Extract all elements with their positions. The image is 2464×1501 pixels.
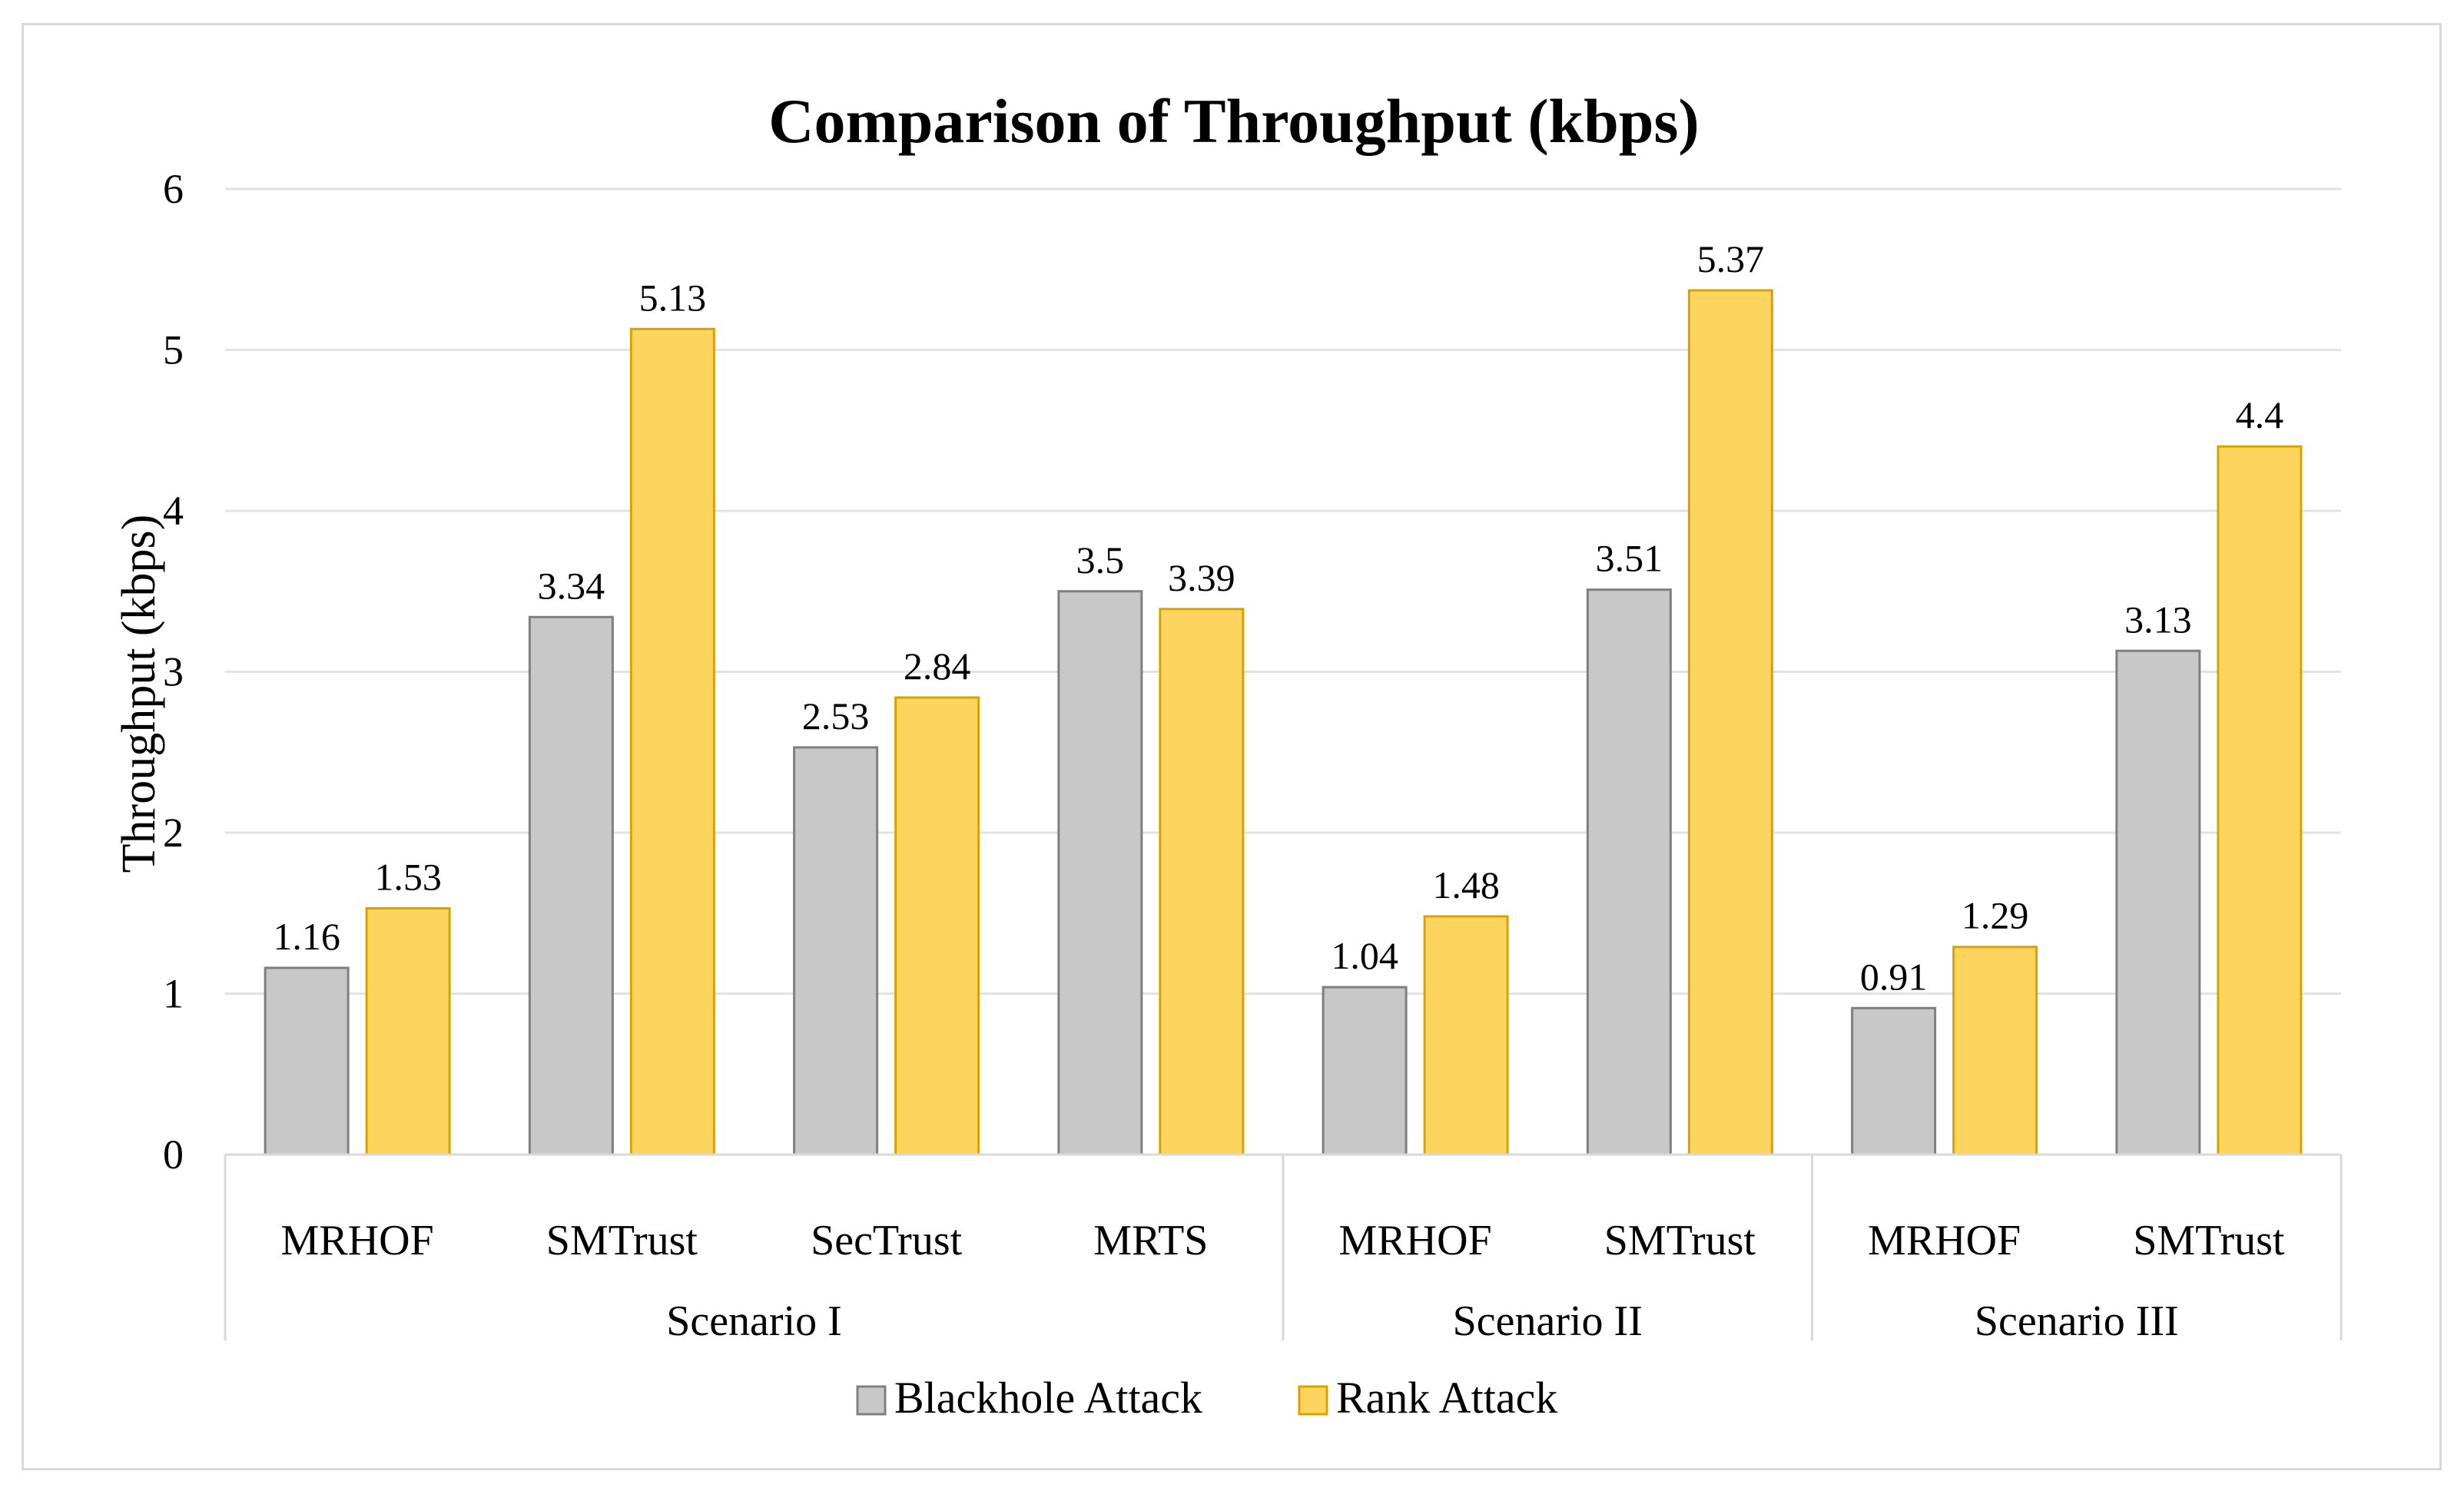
x-group-label: Scenario III <box>1975 1297 2179 1345</box>
bar-blackhole-6 <box>1851 1006 1937 1156</box>
data-label: 5.37 <box>1697 237 1765 280</box>
legend-swatch-rank <box>1298 1385 1328 1416</box>
x-category-label: SMTrust <box>2133 1217 2285 1264</box>
x-category-label: MRHOF <box>281 1217 434 1264</box>
data-label: 3.39 <box>1168 556 1235 599</box>
x-category-label: MRTS <box>1093 1217 1208 1264</box>
data-label: 3.34 <box>538 564 605 607</box>
legend-swatch-blackhole <box>856 1385 887 1416</box>
data-label: 3.13 <box>2124 598 2192 641</box>
x-axis: MRHOF SMTrust SecTrust MRTS MRHOF SMTrust MRHO… <box>224 1153 2343 1345</box>
data-label: 3.5 <box>1076 538 1125 582</box>
y-tick-label: 1 <box>163 971 184 1017</box>
bar-rank-4 <box>1423 915 1509 1156</box>
data-label: 2.53 <box>802 694 870 737</box>
y-tick-label: 6 <box>163 166 184 212</box>
bar-blackhole-2 <box>793 746 879 1156</box>
bar-blackhole-3 <box>1057 590 1143 1156</box>
x-category-label: SMTrust <box>546 1217 698 1264</box>
legend-label: Rank Attack <box>1336 1373 1557 1423</box>
x-category-label: SecTrust <box>811 1217 963 1264</box>
y-axis-ticks: 0 1 2 3 4 5 6 <box>163 166 184 1178</box>
y-tick-label: 2 <box>163 810 184 856</box>
y-tick-label: 5 <box>163 327 184 373</box>
legend: Blackhole Attack Rank Attack <box>856 1373 1557 1423</box>
bar-blackhole-0 <box>264 966 350 1156</box>
data-label: 2.84 <box>904 644 971 688</box>
x-category-label: SMTrust <box>1604 1217 1756 1264</box>
data-label: 1.04 <box>1331 934 1398 977</box>
data-label: 1.48 <box>1432 863 1500 906</box>
data-label: 1.53 <box>374 855 442 898</box>
bar-rank-3 <box>1159 608 1245 1156</box>
data-label: 3.51 <box>1596 537 1663 580</box>
bar-rank-7 <box>2217 445 2303 1156</box>
data-label: 1.29 <box>1962 894 2029 937</box>
x-group-label: Scenario I <box>666 1297 842 1345</box>
bar-blackhole-4 <box>1322 986 1408 1156</box>
bar-blackhole-1 <box>528 615 614 1156</box>
bar-rank-6 <box>1952 946 2038 1156</box>
data-label: 1.16 <box>273 915 340 958</box>
data-label: 0.91 <box>1860 955 1928 998</box>
bar-rank-1 <box>629 327 715 1156</box>
y-tick-label: 3 <box>163 649 184 695</box>
bar-blackhole-5 <box>1586 588 1672 1156</box>
bar-rank-2 <box>894 696 980 1156</box>
bar-rank-0 <box>365 906 451 1156</box>
data-labels: 1.16 1.53 3.34 5.13 2.53 2.84 3.5 3.39 1.04 1.48 3… <box>273 237 2283 998</box>
x-group-label: Scenario II <box>1453 1297 1643 1345</box>
y-tick-label: 4 <box>163 488 184 534</box>
bar-blackhole-7 <box>2115 649 2201 1156</box>
data-label: 5.13 <box>639 276 707 319</box>
bar-rank-5 <box>1687 289 1773 1156</box>
y-axis-title: Throughput (kbps) <box>113 515 165 873</box>
y-tick-label: 0 <box>163 1132 184 1178</box>
throughput-bar-chart: Comparison of Throughput (kbps) 0123456 … <box>113 86 2343 1423</box>
x-category-label: MRHOF <box>1868 1217 2021 1264</box>
chart-title: Comparison of Throughput (kbps) <box>768 86 1699 156</box>
bars <box>264 289 2303 1156</box>
x-category-label: MRHOF <box>1339 1217 1492 1264</box>
data-label: 4.4 <box>2236 393 2284 436</box>
legend-label: Blackhole Attack <box>894 1373 1202 1423</box>
